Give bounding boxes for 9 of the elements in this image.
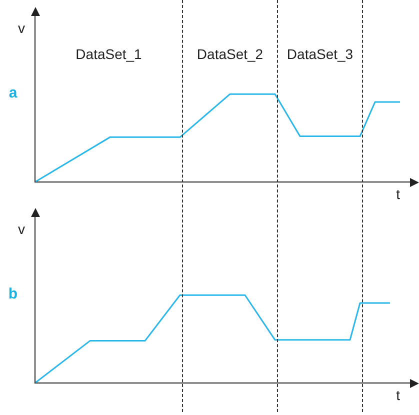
x-axis-title: t	[396, 186, 400, 202]
x-axis-title: t	[396, 386, 400, 403]
chart-title: a	[8, 84, 18, 102]
text: DataSet_2	[196, 46, 264, 62]
y-axis-title: v	[18, 20, 25, 36]
text: DataSet_1	[76, 46, 142, 62]
text: DataSet_3	[286, 46, 354, 62]
chart-title: b	[8, 286, 18, 303]
y-axis-title: v	[18, 220, 25, 237]
